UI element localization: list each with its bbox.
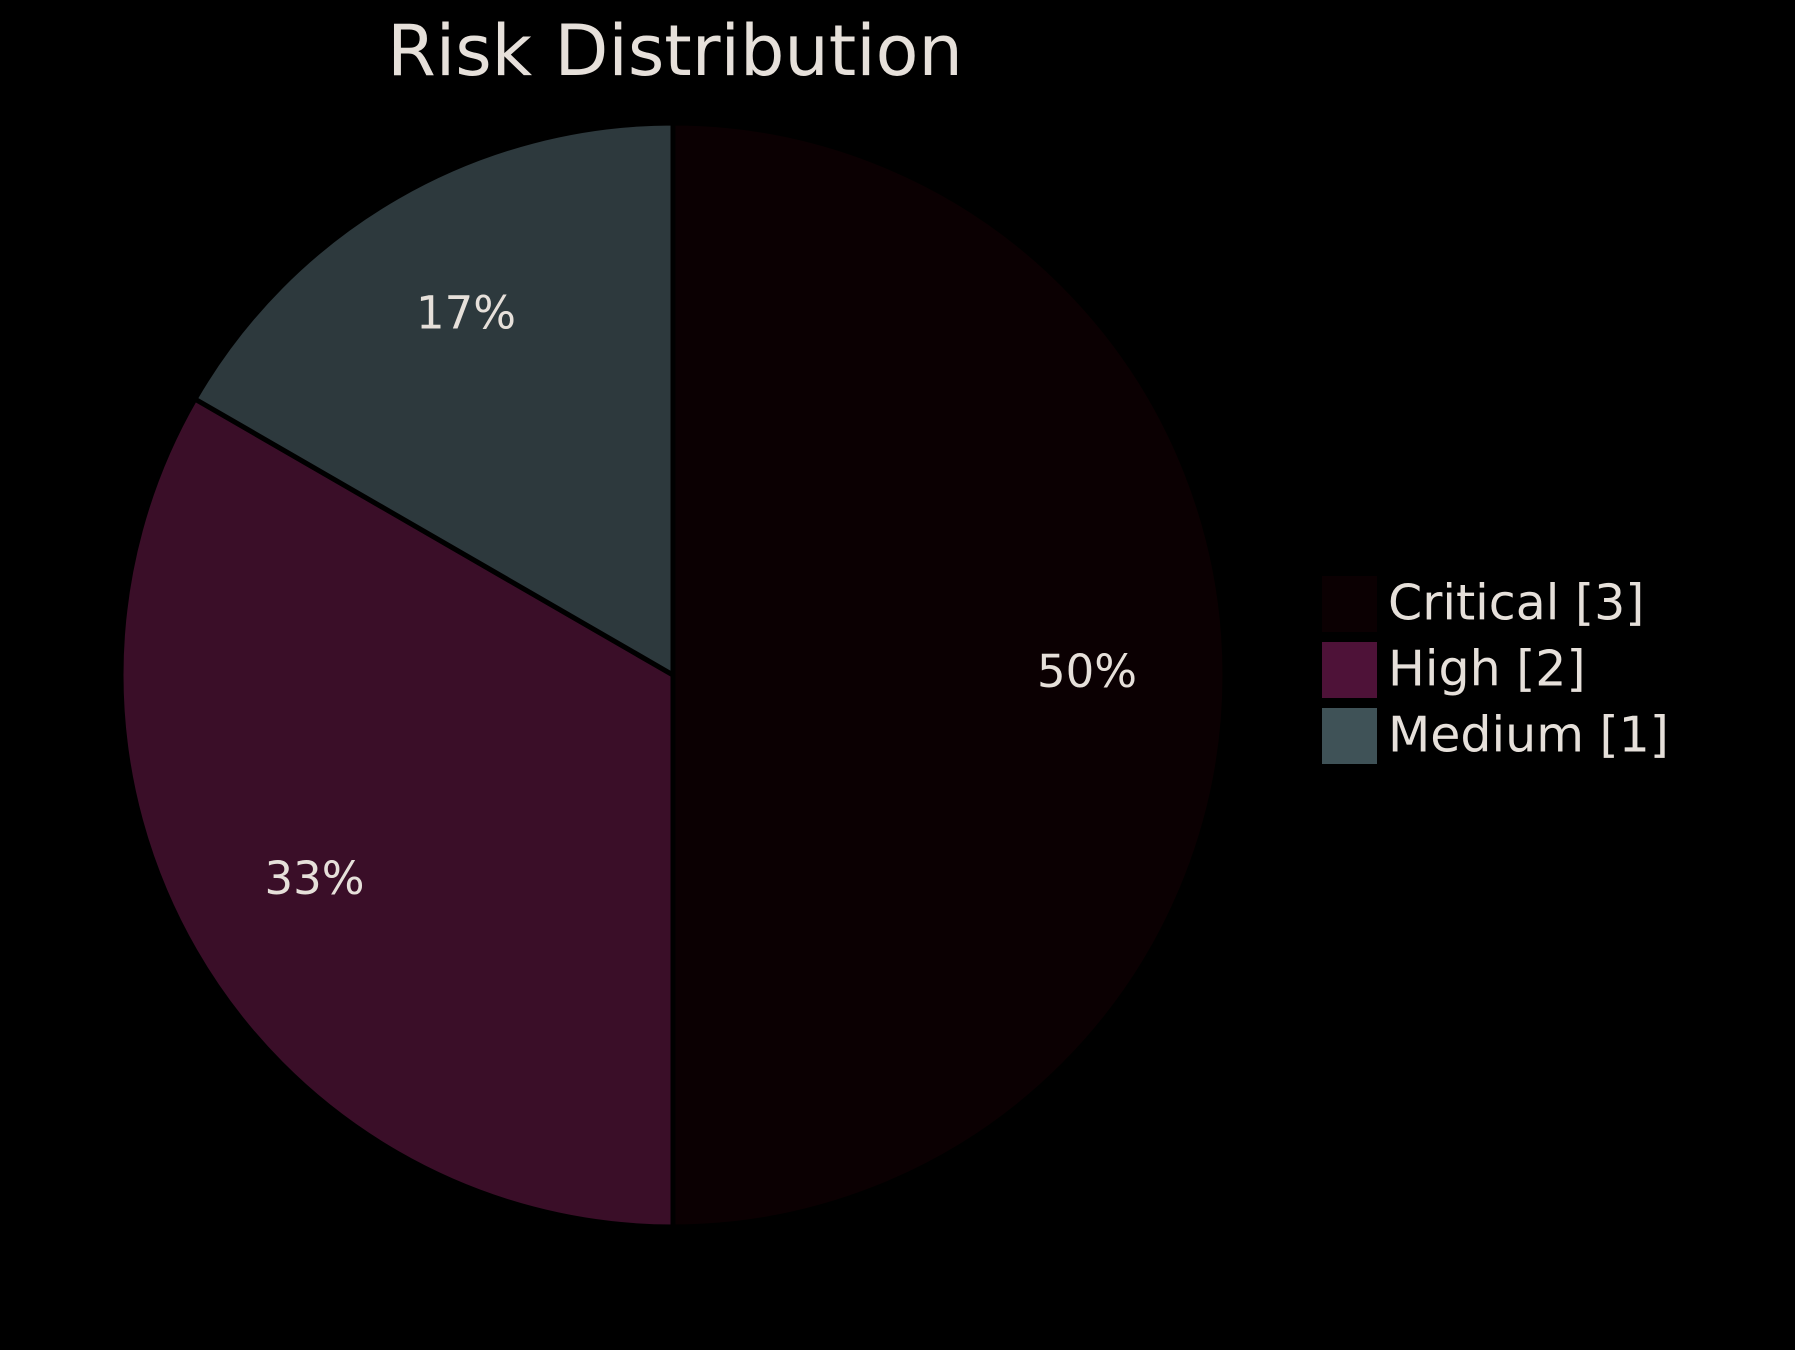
- slice-label-high: 33%: [264, 852, 364, 905]
- legend-label-high: High [2]: [1388, 641, 1586, 698]
- pie-slices: [118, 120, 1228, 1230]
- pie-slice-medium: [192, 120, 676, 678]
- pie-slice-labels: 50% 33% 17%: [264, 286, 1137, 905]
- legend-label-medium: Medium [1]: [1388, 707, 1669, 764]
- legend-swatch-critical: [1322, 576, 1377, 632]
- legend-swatch-medium: [1322, 708, 1377, 764]
- legend: Critical [3] High [2] Medium [1]: [1322, 575, 1669, 764]
- pie-slice-high: [118, 396, 676, 1230]
- slice-label-critical: 50%: [1037, 645, 1137, 698]
- legend-swatch-high: [1322, 642, 1377, 698]
- legend-label-critical: Critical [3]: [1388, 575, 1644, 632]
- slice-label-medium: 17%: [416, 286, 516, 339]
- pie-slice-critical: [670, 120, 1228, 1230]
- chart-title: Risk Distribution: [387, 10, 963, 92]
